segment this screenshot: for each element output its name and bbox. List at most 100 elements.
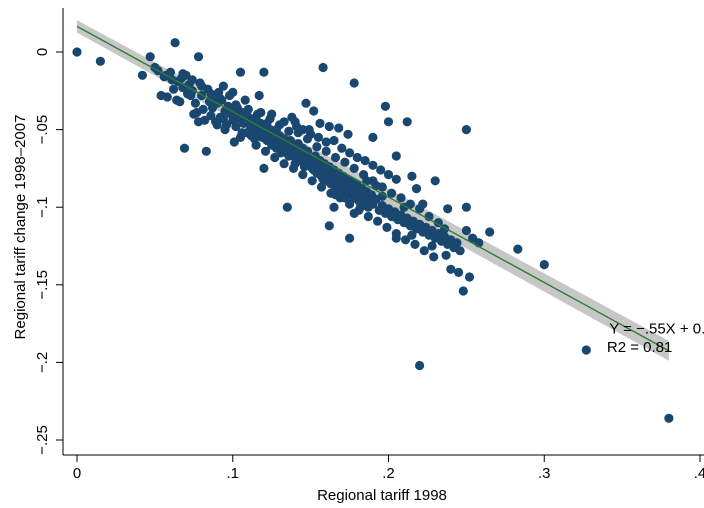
data-point xyxy=(220,125,230,135)
data-point xyxy=(355,202,366,212)
data-point xyxy=(178,69,188,79)
y-axis-title: Regional tariff change 1998–2007 xyxy=(12,115,29,340)
data-point xyxy=(581,345,591,355)
data-point xyxy=(315,118,325,128)
data-point xyxy=(137,70,147,80)
data-point xyxy=(254,90,264,101)
data-point xyxy=(461,202,471,212)
data-point xyxy=(352,152,362,163)
data-point xyxy=(387,188,397,198)
data-point xyxy=(461,125,471,135)
data-point xyxy=(198,104,208,114)
data-point xyxy=(190,98,200,108)
data-point xyxy=(411,184,422,194)
data-point xyxy=(382,222,392,232)
data-point xyxy=(441,250,451,260)
data-point xyxy=(383,170,394,180)
y-tick-label: −.2 xyxy=(34,352,51,373)
data-point xyxy=(267,109,277,119)
data-point xyxy=(271,125,281,135)
data-point xyxy=(175,97,185,107)
data-point xyxy=(349,208,359,218)
data-point xyxy=(162,92,172,102)
data-point xyxy=(218,114,228,124)
data-point xyxy=(235,67,246,77)
data-point xyxy=(193,52,204,62)
data-point xyxy=(321,146,331,156)
data-point xyxy=(197,81,207,91)
data-point xyxy=(307,176,317,186)
data-point xyxy=(299,162,309,172)
data-point xyxy=(316,182,327,192)
data-point xyxy=(464,272,475,282)
data-point xyxy=(407,171,417,181)
data-point xyxy=(201,146,211,156)
data-point xyxy=(290,159,300,169)
data-point xyxy=(330,190,341,200)
data-point xyxy=(270,152,280,163)
data-point xyxy=(312,142,322,152)
y-tick-label: −.05 xyxy=(34,115,51,145)
data-point xyxy=(485,227,495,237)
data-point xyxy=(284,126,294,136)
data-point xyxy=(513,244,523,254)
data-point xyxy=(396,193,406,203)
data-point xyxy=(368,160,378,170)
data-point xyxy=(429,252,439,262)
data-point xyxy=(446,264,456,274)
data-point xyxy=(95,56,105,66)
data-point xyxy=(452,238,462,248)
data-point xyxy=(349,78,359,88)
data-point xyxy=(253,109,263,119)
data-point xyxy=(72,47,82,57)
data-point xyxy=(179,143,190,153)
y-tick-label: −.15 xyxy=(34,270,51,300)
data-point xyxy=(415,360,425,371)
r2-annotation: R2 = 0.81 xyxy=(607,339,672,356)
data-point xyxy=(383,117,394,127)
data-point xyxy=(324,121,334,132)
x-tick-label: .4 xyxy=(694,465,704,482)
data-point xyxy=(391,151,401,161)
data-point xyxy=(340,157,350,167)
data-point xyxy=(380,101,390,111)
data-point xyxy=(362,176,372,186)
data-point xyxy=(279,117,289,127)
data-point xyxy=(391,233,401,243)
y-tick-label: −.25 xyxy=(34,425,51,455)
data-point xyxy=(243,104,253,114)
data-point xyxy=(430,176,440,186)
data-point xyxy=(259,67,269,77)
data-point xyxy=(329,202,339,212)
data-point xyxy=(228,87,238,97)
data-point xyxy=(187,75,197,85)
data-point xyxy=(309,106,319,116)
fit-line-layer xyxy=(76,25,670,352)
data-point xyxy=(260,146,271,156)
data-point xyxy=(334,123,344,133)
data-point xyxy=(262,118,272,128)
y-tick-label: −.1 xyxy=(34,197,51,218)
data-point xyxy=(170,38,180,48)
data-point xyxy=(309,165,319,175)
x-tick-label: .3 xyxy=(538,465,551,482)
data-point xyxy=(298,125,308,135)
data-point xyxy=(313,132,323,142)
data-point xyxy=(225,103,235,113)
data-point xyxy=(206,89,216,99)
data-point xyxy=(360,156,370,166)
data-point xyxy=(234,106,244,116)
data-point xyxy=(231,121,241,132)
data-point xyxy=(145,52,155,62)
data-point xyxy=(306,129,316,139)
data-point xyxy=(318,62,328,73)
y-tick-label: 0 xyxy=(34,48,51,56)
data-point xyxy=(419,246,429,256)
data-point xyxy=(458,286,468,296)
data-point xyxy=(343,129,353,139)
x-tick-label: .2 xyxy=(382,465,395,482)
equation-annotation: Y = −.55X + 0.02 xyxy=(609,320,704,337)
data-point xyxy=(371,180,381,191)
ticks-layer: 0 .1 .2 .3 .4 0 −.05 −.1 −.15 −.2 −.25 xyxy=(34,48,704,482)
